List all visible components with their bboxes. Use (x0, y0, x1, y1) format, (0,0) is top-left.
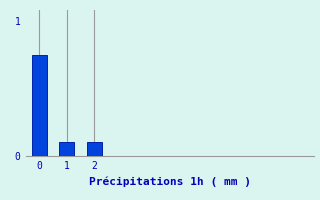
Bar (87, 142, 102, 156)
Bar (59, 142, 74, 156)
Bar (32, 55, 47, 156)
X-axis label: Précipitations 1h ( mm ): Précipitations 1h ( mm ) (89, 176, 251, 187)
